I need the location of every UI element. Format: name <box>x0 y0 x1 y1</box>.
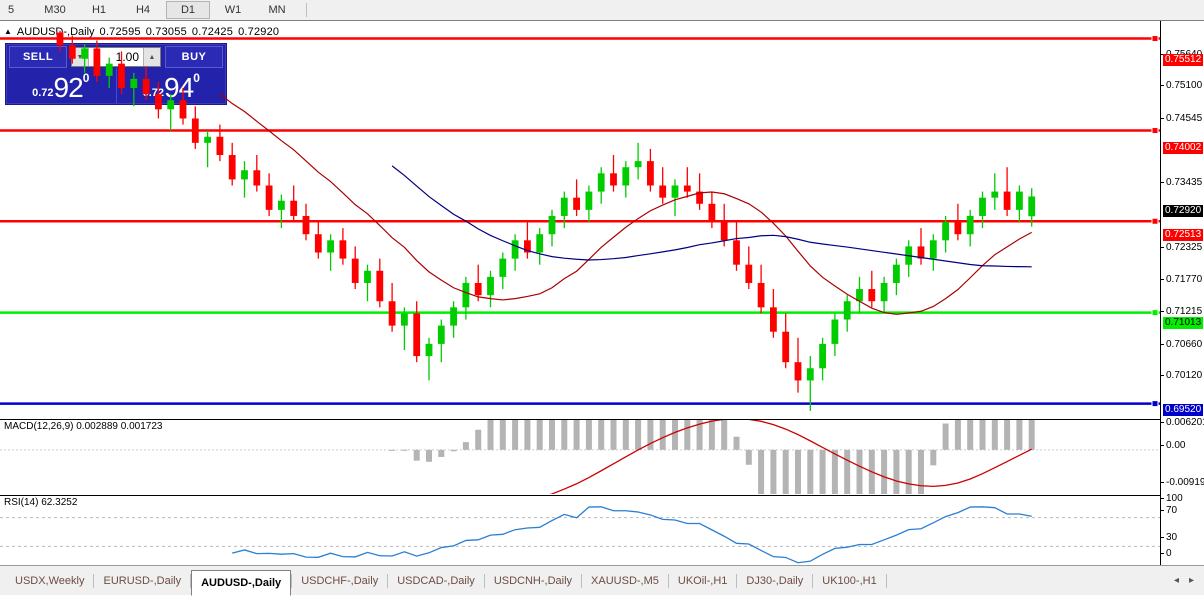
sell-price-display[interactable]: 0.72 92 0 <box>6 68 117 103</box>
price-scale-axis[interactable]: 0.756400.751000.745450.734350.723250.717… <box>1160 21 1204 566</box>
chart-tabs-bar: USDX,Weekly EURUSD-,Daily AUDUSD-,Daily USD… <box>0 565 1204 596</box>
volume-increase-icon[interactable]: ▲ <box>143 48 160 66</box>
tab-divider <box>581 573 583 588</box>
tab-divider <box>885 573 887 588</box>
timeframe-button-h1[interactable]: H1 <box>91 4 107 16</box>
chart-tab-audusddaily[interactable]: AUDUSD-,Daily <box>191 569 292 596</box>
indicator-tick: 30 <box>1161 532 1204 543</box>
price-chart-plot[interactable] <box>0 21 1160 417</box>
chart-tab-usdchfdaily[interactable]: USDCHF-,Daily <box>301 574 379 587</box>
macd-svg <box>0 420 1160 494</box>
tab-scroll-right-icon[interactable]: ▸ <box>1188 575 1194 586</box>
tab-divider <box>387 573 389 588</box>
tab-divider <box>667 573 669 588</box>
chart-window: ▲ AUDUSD-,Daily 0.72595 0.73055 0.72425 … <box>0 20 1204 581</box>
price-tick: 0.71215 <box>1161 306 1204 317</box>
chart-tab-uk100h1[interactable]: UK100-,H1 <box>822 574 877 587</box>
ohlc-open: 0.72595 <box>99 25 141 38</box>
ohlc-high: 0.73055 <box>145 25 187 38</box>
chart-tab-usdxweekly[interactable]: USDX,Weekly <box>15 574 85 587</box>
tab-divider <box>812 573 814 588</box>
price-level-tag[interactable]: 0.75512 <box>1163 54 1204 66</box>
chart-symbol-label: AUDUSD-,Daily <box>16 25 95 38</box>
macd-indicator-plot[interactable] <box>0 419 1160 494</box>
buy-price-big: 94 <box>164 72 194 103</box>
price-tick: 0.73435 <box>1161 177 1204 188</box>
sell-price-prefix: 0.72 <box>32 87 54 99</box>
price-svg <box>0 30 1160 411</box>
sell-price-pipette: 0 <box>82 71 90 85</box>
timeframe-toolbar: 5 M30 H1 H4 D1 W1 MN <box>0 0 1204 21</box>
buy-button[interactable]: BUY <box>165 46 223 68</box>
chart-tab-xauusdm5[interactable]: XAUUSD-,M5 <box>591 574 659 587</box>
tab-scroll-left-icon[interactable]: ◂ <box>1173 575 1179 586</box>
timeframe-button-m30[interactable]: M30 <box>44 4 66 16</box>
timeframe-button-mn[interactable]: MN <box>268 4 286 16</box>
chart-tab-ukoilh1[interactable]: UKOil-,H1 <box>677 574 728 587</box>
chart-tab-eurusddaily[interactable]: EURUSD-,Daily <box>103 574 182 587</box>
tab-divider <box>291 573 293 588</box>
price-level-tag[interactable]: 0.72920 <box>1163 205 1204 217</box>
price-level-tag[interactable]: 0.72513 <box>1163 229 1204 241</box>
price-level-tag[interactable]: 0.69520 <box>1163 404 1204 416</box>
tab-divider <box>190 573 192 588</box>
price-tick: 0.71770 <box>1161 274 1204 285</box>
rsi-svg <box>0 506 1160 564</box>
indicator-tick: 70 <box>1161 505 1204 516</box>
ohlc-low: 0.72425 <box>191 25 234 38</box>
chart-header: ▲ AUDUSD-,Daily 0.72595 0.73055 0.72425 … <box>4 25 279 38</box>
indicator-tick: 0 <box>1161 548 1204 559</box>
tab-divider <box>483 573 485 588</box>
sell-price-big: 92 <box>53 72 84 103</box>
timeframe-button-w1[interactable]: W1 <box>224 4 242 16</box>
rsi-label: RSI(14) 62.3252 <box>4 497 78 508</box>
price-tick: 0.70660 <box>1161 339 1204 350</box>
timeframe-button-d1[interactable]: D1 <box>166 1 210 19</box>
tab-scroll-controls: ◂ ▸ <box>1174 575 1204 586</box>
price-tick: 0.70120 <box>1161 370 1204 381</box>
price-tick: 0.75100 <box>1161 80 1204 91</box>
tab-divider <box>736 573 738 588</box>
indicator-tick: -0.00919 <box>1161 477 1204 488</box>
tab-divider <box>93 573 95 588</box>
rsi-indicator-plot[interactable] <box>0 495 1160 568</box>
timeframe-button-5[interactable]: 5 <box>7 4 15 16</box>
sell-button[interactable]: SELL <box>9 46 67 68</box>
timeframe-button-h4[interactable]: H4 <box>135 4 151 16</box>
indicator-tick: 0.006201 <box>1161 417 1204 428</box>
collapse-arrow-icon[interactable]: ▲ <box>4 27 12 36</box>
indicator-tick: 100 <box>1161 493 1204 504</box>
macd-label: MACD(12,26,9) 0.002889 0.001723 <box>4 421 163 432</box>
indicator-tick: 0.00 <box>1161 440 1204 451</box>
price-level-tag[interactable]: 0.71013 <box>1163 317 1204 329</box>
chart-tab-usdcaddaily[interactable]: USDCAD-,Daily <box>397 574 475 587</box>
price-tick: 0.72325 <box>1161 242 1204 253</box>
chart-tab-dj30daily[interactable]: DJ30-,Daily <box>746 574 804 587</box>
price-level-tag[interactable]: 0.74002 <box>1163 142 1204 154</box>
buy-price-pipette: 0 <box>193 71 200 85</box>
price-tick: 0.74545 <box>1161 113 1204 124</box>
chart-tab-usdcnhdaily[interactable]: USDCNH-,Daily <box>493 574 573 587</box>
ohlc-close: 0.72920 <box>238 25 280 38</box>
toolbar-divider <box>306 3 307 17</box>
